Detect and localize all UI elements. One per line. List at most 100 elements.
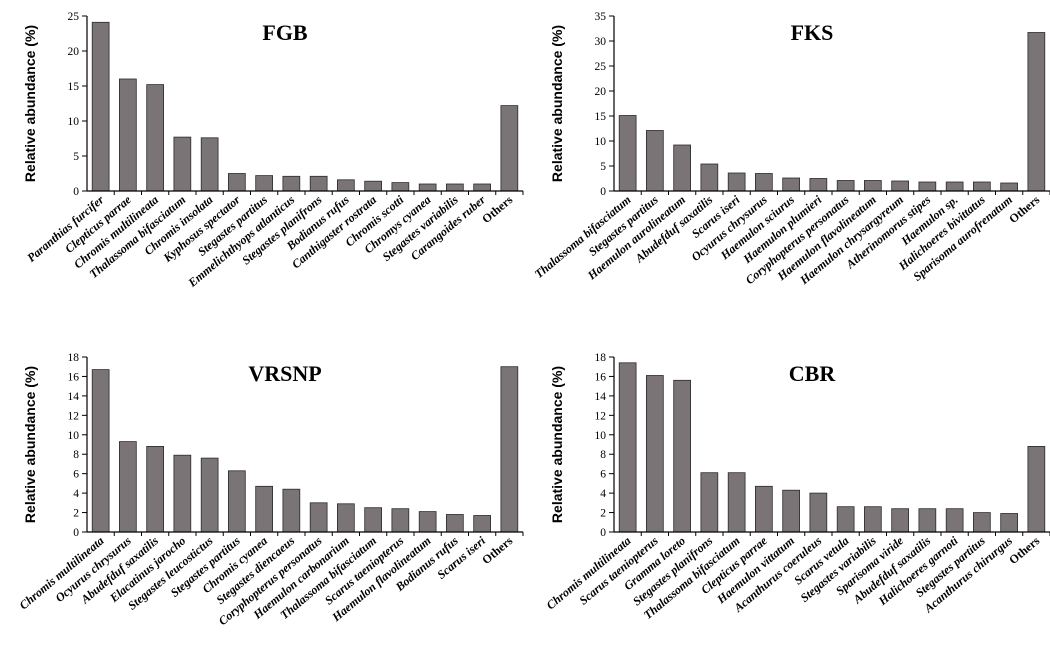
x-category-label: Others	[1006, 533, 1042, 567]
bar-4	[173, 454, 192, 533]
bar-8	[809, 178, 828, 192]
bar-10	[864, 180, 882, 192]
y-tick-label: 6	[73, 469, 79, 481]
y-tick-label: 5	[600, 161, 606, 173]
bar-14	[973, 181, 991, 192]
bar-2	[646, 375, 664, 533]
bar-3	[673, 144, 692, 192]
bar-12	[918, 508, 937, 533]
y-tick-label: 16	[595, 371, 607, 383]
bar-10	[336, 179, 355, 192]
bar-14	[445, 514, 464, 533]
y-axis-label: Relative abundance (%)	[22, 25, 38, 182]
bar-1	[618, 362, 637, 533]
y-tick-label: 2	[600, 508, 606, 520]
bar-13	[418, 511, 437, 533]
y-tick-label: 30	[595, 36, 607, 48]
bar-6	[227, 173, 246, 192]
y-tick-label: 20	[595, 86, 607, 98]
bar-15	[473, 515, 492, 533]
y-tick-label: 15	[595, 111, 607, 123]
bar-15	[1000, 513, 1019, 533]
bar-16	[1027, 445, 1046, 533]
bar-2	[119, 441, 137, 533]
y-tick-label: 18	[68, 352, 80, 364]
y-tick-label: 10	[68, 116, 80, 128]
bar-16	[1027, 32, 1046, 192]
bar-12	[391, 182, 410, 192]
bar-10	[336, 503, 355, 533]
bar-11	[364, 180, 383, 192]
y-tick-label: 0	[73, 186, 79, 198]
bar-2	[119, 78, 137, 192]
y-tick-label: 8	[600, 449, 606, 461]
bar-10	[864, 506, 882, 533]
y-tick-label: 6	[600, 469, 606, 481]
bar-7	[782, 489, 801, 533]
bar-16	[500, 366, 519, 533]
bar-3	[146, 84, 164, 192]
bar-7	[782, 177, 801, 192]
bar-11	[364, 507, 383, 533]
y-tick-label: 18	[595, 352, 607, 364]
bar-4	[700, 472, 719, 533]
bar-11	[891, 180, 910, 192]
y-tick-label: 12	[595, 410, 607, 422]
bar-13	[945, 181, 964, 192]
y-tick-label: 16	[68, 371, 80, 383]
bar-4	[700, 163, 719, 192]
bar-1	[91, 21, 110, 192]
y-tick-label: 0	[73, 527, 79, 539]
bar-5	[727, 172, 746, 192]
y-tick-label: 14	[595, 391, 607, 403]
bar-5	[200, 457, 219, 533]
bar-7	[255, 175, 273, 192]
y-tick-label: 10	[595, 430, 607, 442]
y-tick-label: 15	[68, 81, 80, 93]
y-tick-label: 20	[68, 46, 80, 58]
y-tick-label: 8	[73, 449, 79, 461]
panel-title: FKS	[791, 20, 834, 45]
y-tick-label: 10	[595, 136, 607, 148]
bar-6	[755, 173, 773, 192]
y-tick-label: 2	[73, 508, 79, 520]
bar-12	[918, 181, 937, 192]
bar-8	[282, 488, 301, 533]
bar-1	[618, 115, 637, 192]
bar-8	[809, 492, 828, 533]
bar-7	[255, 485, 273, 533]
y-tick-label: 14	[68, 391, 80, 403]
y-axis-label: Relative abundance (%)	[22, 366, 38, 523]
bar-2	[646, 130, 664, 192]
bar-12	[391, 508, 410, 533]
bar-9	[309, 175, 328, 192]
bar-8	[282, 175, 301, 192]
y-tick-label: 35	[595, 11, 607, 23]
bar-9	[836, 506, 855, 533]
bar-15	[1000, 182, 1019, 192]
bar-9	[836, 180, 855, 192]
bar-13	[945, 508, 964, 533]
y-tick-label: 4	[73, 488, 79, 500]
y-axis-label: Relative abundance (%)	[549, 25, 565, 182]
bar-4	[173, 136, 192, 192]
y-tick-label: 25	[595, 61, 607, 73]
x-category-label: Others	[1006, 192, 1042, 226]
bar-5	[727, 472, 746, 533]
bar-1	[91, 369, 110, 533]
x-category-label: Others	[479, 533, 515, 567]
y-tick-label: 0	[600, 186, 606, 198]
y-tick-label: 10	[68, 430, 80, 442]
y-axis-label: Relative abundance (%)	[549, 366, 565, 523]
bar-14	[973, 512, 991, 533]
y-tick-label: 12	[68, 410, 80, 422]
bar-3	[146, 445, 164, 533]
panel-title: VRSNP	[248, 361, 321, 386]
bar-14	[445, 183, 464, 192]
x-category-label: Others	[479, 192, 515, 226]
bar-6	[227, 470, 246, 533]
